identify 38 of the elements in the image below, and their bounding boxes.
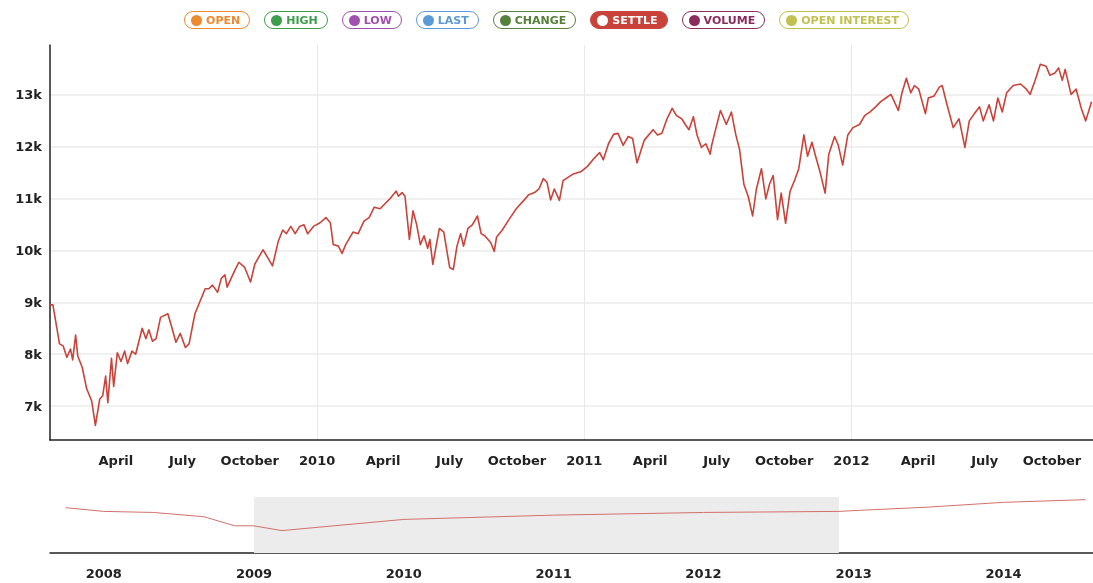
x-tick-label: 2009 — [235, 566, 273, 581]
x-tick-label: October — [1022, 453, 1082, 468]
x-tick-label: April — [365, 453, 401, 468]
y-tick-label: 8k — [24, 346, 43, 362]
x-tick-label: April — [632, 453, 668, 468]
text: SETTLE — [612, 13, 658, 27]
legend-label: LOW — [363, 13, 392, 27]
x-tick-label: October — [220, 453, 280, 468]
x-tick-label: 2012 — [833, 453, 870, 468]
x-tick-label: 2013 — [835, 566, 872, 581]
x-tick-label: October — [487, 453, 547, 468]
y-tick-label: 13k — [15, 86, 43, 102]
legend-label: LAST — [437, 13, 469, 27]
x-tick-label: July — [702, 453, 731, 468]
x-tick-label: July — [167, 453, 197, 468]
y-tick-label: 9k — [24, 294, 43, 310]
x-tick-label: 2011 — [566, 453, 603, 468]
y-tick-label: 10k — [15, 242, 43, 258]
y-tick-label: 12k — [15, 138, 43, 154]
legend-label: HIGH — [286, 13, 318, 27]
x-tick-label: July — [435, 453, 464, 468]
legend-label: OPEN INTEREST — [801, 13, 899, 27]
line-series — [49, 63, 1093, 427]
x-tick-label: April — [900, 453, 936, 468]
x-tick-label: 2008 — [85, 566, 122, 581]
x-tick-label: July — [970, 453, 999, 468]
x-tick-label: 2010 — [299, 453, 336, 468]
legend-label: VOLUME — [703, 13, 756, 27]
legend-label: OPEN — [206, 13, 241, 27]
legend-label: CHANGE — [514, 13, 567, 27]
y-tick-label: 7k — [24, 398, 43, 414]
x-tick-label: 2012 — [685, 566, 722, 581]
x-tick-label: 2010 — [385, 566, 422, 581]
y-tick-label: 11k — [15, 190, 43, 206]
x-tick-label: 2011 — [535, 566, 572, 581]
x-tick-label: October — [754, 453, 814, 468]
x-tick-label: April — [98, 453, 134, 468]
x-tick-label: 2014 — [985, 566, 1022, 581]
